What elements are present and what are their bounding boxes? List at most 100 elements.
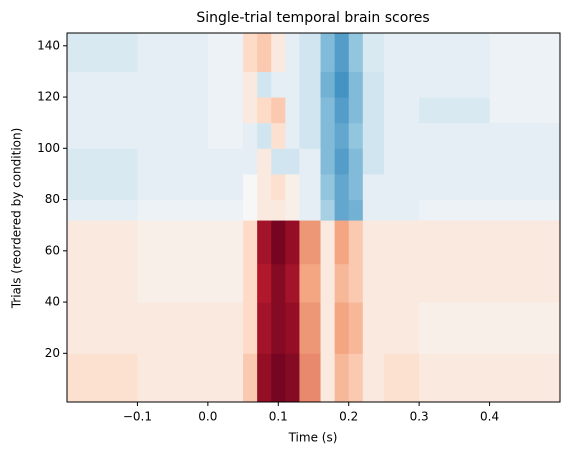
heatmap-cell <box>334 353 350 403</box>
heatmap-cell <box>383 263 420 303</box>
heatmap-cell <box>243 33 258 72</box>
heatmap-cell <box>419 173 491 201</box>
heatmap-cell <box>299 148 322 175</box>
heatmap-cell <box>348 97 364 124</box>
heatmap-cell <box>285 122 300 149</box>
y-tick-label: 120 <box>37 90 60 104</box>
heatmap-cell <box>383 220 420 265</box>
heatmap-cell <box>285 353 300 403</box>
heatmap-cell <box>271 148 286 175</box>
heatmap-cell <box>299 220 322 265</box>
heatmap-cell <box>348 173 364 201</box>
heatmap-cell <box>383 173 420 201</box>
heatmap-cell <box>271 199 286 221</box>
heatmap-cell <box>137 33 209 72</box>
heatmap-cell <box>271 33 286 72</box>
heatmap-cell <box>320 353 336 403</box>
heatmap-cell <box>489 263 561 303</box>
heatmap-cell <box>419 263 491 303</box>
heatmap-cell <box>243 148 258 175</box>
x-tick-label: −0.1 <box>123 410 152 424</box>
heatmap-cell <box>419 199 491 221</box>
heatmap-cell <box>348 220 364 265</box>
heatmap-cell <box>67 302 138 354</box>
y-tick-label: 40 <box>45 295 60 309</box>
heatmap-cell <box>334 71 350 98</box>
heatmap-cell <box>362 97 385 124</box>
heatmap-cell <box>137 263 209 303</box>
heatmap-cell <box>334 263 350 303</box>
heatmap-cell <box>137 302 209 354</box>
heatmap-cell <box>299 122 322 149</box>
heatmap-cell <box>320 263 336 303</box>
heatmap-cell <box>243 71 258 98</box>
heatmap-cell <box>299 33 322 72</box>
y-axis-label: Trials (reordered by condition) <box>10 128 24 310</box>
heatmap-cell <box>334 173 350 201</box>
heatmap-cell <box>320 302 336 354</box>
heatmap-cell <box>348 33 364 72</box>
heatmap-cell <box>489 199 561 221</box>
heatmap-cell <box>334 220 350 265</box>
heatmap-cell <box>348 353 364 403</box>
heatmap-cell <box>285 302 300 354</box>
heatmap-cell <box>243 302 258 354</box>
heatmap-cell <box>320 33 336 72</box>
heatmap-cell <box>489 302 561 354</box>
heatmap-cell <box>243 173 258 201</box>
heatmap-cell <box>285 263 300 303</box>
heatmap-cell <box>362 199 385 221</box>
heatmap-cell <box>362 220 385 265</box>
heatmap-cell <box>207 353 244 403</box>
heatmap-cell <box>137 199 209 221</box>
heatmap-cell <box>362 71 385 98</box>
heatmap-cell <box>362 353 385 403</box>
heatmap-cell <box>320 173 336 201</box>
heatmap-cell <box>257 353 272 403</box>
heatmap-cell <box>489 97 561 124</box>
heatmap-cell <box>67 148 138 175</box>
heatmap-cell <box>207 97 244 124</box>
heatmap-cell <box>243 199 258 221</box>
heatmap-cell <box>320 199 336 221</box>
heatmap-cell <box>348 122 364 149</box>
heatmap-cell <box>207 122 244 149</box>
heatmap-cell <box>419 148 491 175</box>
plot-frame <box>66 32 561 403</box>
heatmap-cell <box>207 220 244 265</box>
heatmap-cell <box>334 199 350 221</box>
heatmap-cell <box>243 97 258 124</box>
y-tick-label: 100 <box>37 141 60 155</box>
heatmap-cell <box>419 220 491 265</box>
heatmap-cell <box>489 220 561 265</box>
heatmap-cell <box>299 173 322 201</box>
heatmap-cell <box>334 302 350 354</box>
heatmap-cell <box>67 199 138 221</box>
heatmap-cell <box>320 71 336 98</box>
heatmap-cell <box>362 33 385 72</box>
heatmap-cell <box>299 263 322 303</box>
heatmap-cell <box>207 33 244 72</box>
heatmap-cell <box>137 353 209 403</box>
heatmap-cell <box>67 263 138 303</box>
heatmap-cell <box>285 173 300 201</box>
heatmap-cell <box>137 220 209 265</box>
heatmap-cell <box>362 302 385 354</box>
heatmap-cell <box>257 97 272 124</box>
y-tick-label: 140 <box>37 38 60 52</box>
heatmap-cell <box>285 220 300 265</box>
heatmap-cell <box>334 33 350 72</box>
heatmap-cell <box>334 97 350 124</box>
heatmap-cell <box>67 71 138 98</box>
heatmap-cell <box>320 220 336 265</box>
heatmap-cell <box>383 33 420 72</box>
heatmap-cell <box>257 199 272 221</box>
x-tick-label: 0.1 <box>269 410 288 424</box>
heatmap-cell <box>285 148 300 175</box>
heatmap-cell <box>419 302 491 354</box>
x-tick-label: 0.3 <box>410 410 429 424</box>
heatmap-cell <box>207 302 244 354</box>
heatmap-cell <box>271 353 286 403</box>
heatmap-cell <box>320 122 336 149</box>
